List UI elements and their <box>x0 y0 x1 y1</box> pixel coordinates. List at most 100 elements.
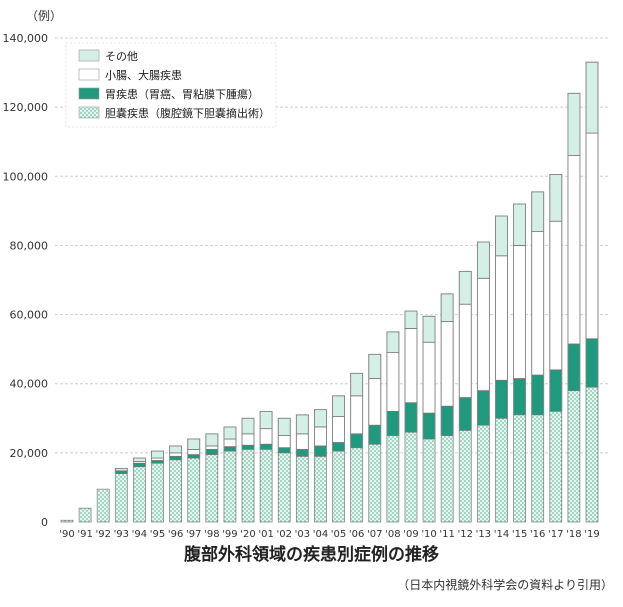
bar-segment <box>404 310 418 329</box>
bar-outline <box>96 488 110 523</box>
bar-segment <box>332 451 345 522</box>
bar-outline <box>404 310 418 523</box>
bar-stack <box>476 241 490 523</box>
bar-segment <box>314 456 327 522</box>
bar-segment <box>259 410 273 430</box>
bar-segment <box>241 417 255 435</box>
x-tick-label: '10 <box>421 529 436 540</box>
bar-stack <box>513 203 526 523</box>
bar-stack <box>549 174 563 523</box>
bar-segment <box>386 352 400 412</box>
x-tick-label: '08 <box>385 529 400 540</box>
bar-outline <box>350 372 364 523</box>
bar-stack <box>60 519 74 523</box>
y-tick-label: 0 <box>41 516 48 529</box>
bar-stack <box>223 426 237 523</box>
bar-segment <box>495 379 508 419</box>
bar-segment <box>79 508 92 522</box>
bar-segment <box>61 520 73 522</box>
bar-segment <box>441 435 454 522</box>
bar-segment <box>278 452 291 522</box>
bar-segment <box>350 433 364 449</box>
bar-outline <box>531 191 545 523</box>
bar-segment <box>549 411 562 522</box>
bar-segment <box>314 409 327 428</box>
bar-segment <box>531 191 545 232</box>
bar-segment <box>567 390 580 522</box>
x-tick-label: '16 <box>530 529 545 540</box>
bar-outline <box>332 395 345 523</box>
bar-segment <box>151 450 164 459</box>
x-tick-label: '02 <box>276 529 291 540</box>
bar-segment <box>205 433 219 447</box>
bar-outline <box>151 450 164 523</box>
bar-segment <box>223 446 237 452</box>
x-tick-label: '03 <box>295 529 310 540</box>
bar-segment <box>332 442 345 452</box>
bar-outline <box>567 92 581 523</box>
bar-segment <box>350 447 363 522</box>
bar-segment <box>205 448 219 455</box>
bar-segment <box>458 270 472 305</box>
legend-box <box>65 42 277 128</box>
x-tick-label: '20 <box>240 529 255 540</box>
chart-source: （日本内視鏡外科学会の資料より引用） <box>397 578 613 592</box>
bar-segment <box>259 428 273 445</box>
bar-segment <box>513 414 526 522</box>
bar-stack <box>440 293 454 523</box>
x-tick-label: '14 <box>494 529 509 540</box>
bar-segment <box>422 315 436 343</box>
bar-outline <box>259 410 273 523</box>
x-tick-label: '91 <box>77 529 92 540</box>
legend-swatch <box>78 106 100 119</box>
bar-segment <box>332 416 345 443</box>
y-tick-label: 20,000 <box>10 447 49 460</box>
bar-stack <box>458 270 472 523</box>
bar-segment <box>314 426 327 447</box>
bar-segment <box>187 458 200 522</box>
legend-swatch <box>78 49 100 62</box>
bar-segment <box>549 369 563 412</box>
bar-stack <box>295 414 309 523</box>
y-axis-unit-label: （例） <box>26 9 62 23</box>
bar-outline <box>513 203 526 523</box>
bar-stack <box>151 450 164 523</box>
bar-segment <box>133 457 146 462</box>
bar-segment <box>260 449 273 522</box>
bar-segment <box>585 61 599 134</box>
bar-segment <box>169 459 182 522</box>
x-tick-label: '96 <box>168 529 183 540</box>
bar-stack <box>114 468 128 523</box>
bar-outline <box>78 507 92 523</box>
bar-outline <box>205 433 219 523</box>
bar-segment <box>404 432 417 522</box>
bar-segment <box>259 443 273 450</box>
bar-segment <box>567 155 581 345</box>
bar-segment <box>223 426 237 440</box>
bar-segment <box>169 452 183 457</box>
bar-segment <box>169 455 183 461</box>
bar-outline <box>549 174 563 523</box>
bar-segment <box>531 414 544 522</box>
x-tick-label: '18 <box>566 529 581 540</box>
bar-segment <box>205 454 218 522</box>
bar-segment <box>114 470 128 475</box>
x-tick-label: '90 <box>59 529 74 540</box>
bar-stack <box>567 92 581 523</box>
bar-segment <box>513 378 526 416</box>
bar-stack <box>404 310 418 523</box>
x-tick-label: '06 <box>349 529 364 540</box>
bar-segment <box>187 438 201 450</box>
stacked-bar-chart: （例） 0 20,000 40,000 60,000 80,000 100,000 120,… <box>3 9 610 540</box>
legend-label: 胃疾患（胃癌、胃粘膜下腫瘍） <box>105 87 259 101</box>
x-tick-label: '94 <box>132 529 147 540</box>
bar-segment <box>513 203 526 246</box>
bar-segment <box>205 445 219 450</box>
bar-outline <box>223 426 237 523</box>
bar-outline <box>368 353 382 523</box>
y-tick-label: 40,000 <box>10 378 49 391</box>
bar-segment <box>187 448 201 455</box>
bar-segment <box>133 462 146 468</box>
x-tick-label: '97 <box>186 529 201 540</box>
bar-segment <box>477 425 490 522</box>
